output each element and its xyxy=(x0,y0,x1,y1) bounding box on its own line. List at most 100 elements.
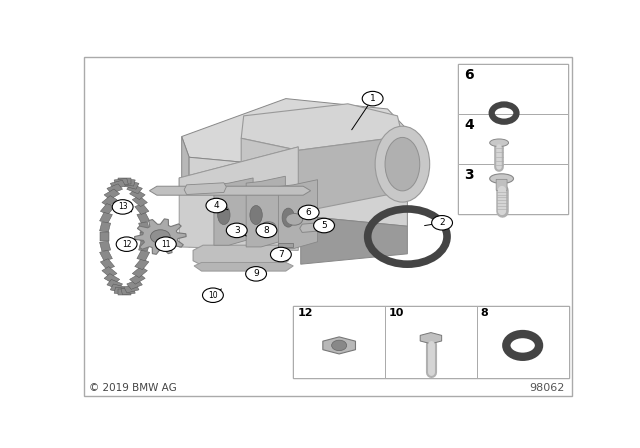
Polygon shape xyxy=(118,289,131,295)
Ellipse shape xyxy=(250,206,262,224)
Polygon shape xyxy=(179,147,298,192)
Text: 12: 12 xyxy=(297,308,313,319)
Circle shape xyxy=(156,237,176,251)
FancyBboxPatch shape xyxy=(496,179,507,190)
Text: 6: 6 xyxy=(306,208,312,217)
Polygon shape xyxy=(246,176,285,247)
Polygon shape xyxy=(134,219,186,254)
Circle shape xyxy=(150,230,170,243)
Text: 8: 8 xyxy=(481,308,488,319)
Polygon shape xyxy=(100,212,113,223)
Text: 10: 10 xyxy=(389,308,404,319)
Polygon shape xyxy=(100,259,115,270)
Polygon shape xyxy=(135,259,149,270)
Circle shape xyxy=(286,214,303,225)
Ellipse shape xyxy=(490,139,509,146)
Polygon shape xyxy=(179,147,298,250)
Bar xyxy=(293,306,568,378)
Bar xyxy=(458,64,568,114)
Polygon shape xyxy=(114,178,129,186)
Polygon shape xyxy=(301,216,408,264)
Polygon shape xyxy=(182,137,189,247)
Polygon shape xyxy=(121,178,135,186)
Circle shape xyxy=(314,218,335,233)
Polygon shape xyxy=(139,222,150,232)
Polygon shape xyxy=(182,99,408,168)
Ellipse shape xyxy=(490,174,513,184)
Ellipse shape xyxy=(218,206,230,224)
Bar xyxy=(458,164,568,214)
Circle shape xyxy=(116,237,137,251)
Polygon shape xyxy=(104,274,120,284)
Circle shape xyxy=(256,223,277,237)
Text: 12: 12 xyxy=(122,240,131,249)
Circle shape xyxy=(202,288,223,302)
Circle shape xyxy=(271,247,291,262)
Text: 8: 8 xyxy=(264,226,269,235)
Polygon shape xyxy=(127,280,142,289)
Text: 9: 9 xyxy=(253,269,259,278)
Polygon shape xyxy=(114,287,129,295)
Circle shape xyxy=(261,222,276,232)
Polygon shape xyxy=(150,186,310,195)
Bar xyxy=(458,114,568,164)
Text: 6: 6 xyxy=(465,68,474,82)
Circle shape xyxy=(431,215,452,230)
Polygon shape xyxy=(124,284,139,293)
Text: 5: 5 xyxy=(321,221,327,230)
Polygon shape xyxy=(129,274,145,284)
Polygon shape xyxy=(323,337,355,354)
Text: 98062: 98062 xyxy=(530,383,565,393)
Ellipse shape xyxy=(385,138,420,191)
Polygon shape xyxy=(102,196,117,207)
Ellipse shape xyxy=(282,208,294,227)
Polygon shape xyxy=(100,203,115,215)
Circle shape xyxy=(206,198,227,213)
Text: 3: 3 xyxy=(234,226,239,235)
Text: 10: 10 xyxy=(208,291,218,300)
Polygon shape xyxy=(107,280,122,289)
Polygon shape xyxy=(278,243,293,254)
Polygon shape xyxy=(110,284,125,293)
Text: 7: 7 xyxy=(278,250,284,259)
Circle shape xyxy=(332,340,347,351)
Polygon shape xyxy=(137,212,150,223)
Polygon shape xyxy=(241,138,298,212)
Bar xyxy=(293,306,385,378)
Text: 3: 3 xyxy=(465,168,474,182)
Circle shape xyxy=(362,91,383,106)
Polygon shape xyxy=(100,222,111,232)
Polygon shape xyxy=(420,332,442,344)
Polygon shape xyxy=(124,180,139,189)
Text: 13: 13 xyxy=(118,202,127,211)
Ellipse shape xyxy=(375,126,429,202)
Polygon shape xyxy=(107,184,122,194)
Circle shape xyxy=(112,200,133,214)
Polygon shape xyxy=(189,129,408,247)
Polygon shape xyxy=(118,178,131,185)
Polygon shape xyxy=(140,232,149,241)
Polygon shape xyxy=(135,203,149,215)
Polygon shape xyxy=(110,180,125,189)
Text: 11: 11 xyxy=(161,240,170,249)
Polygon shape xyxy=(184,183,227,194)
Polygon shape xyxy=(214,178,253,245)
Circle shape xyxy=(246,267,266,281)
Polygon shape xyxy=(300,221,335,233)
Polygon shape xyxy=(100,241,111,251)
Polygon shape xyxy=(100,250,113,261)
Text: 4: 4 xyxy=(465,118,474,132)
Polygon shape xyxy=(298,137,403,212)
Text: 4: 4 xyxy=(214,201,220,210)
Polygon shape xyxy=(278,180,317,249)
Polygon shape xyxy=(193,245,288,266)
Bar xyxy=(477,306,568,378)
Polygon shape xyxy=(241,104,403,151)
Polygon shape xyxy=(127,184,142,194)
Polygon shape xyxy=(132,196,147,207)
Polygon shape xyxy=(100,232,109,241)
Text: 2: 2 xyxy=(439,218,445,227)
Text: © 2019 BMW AG: © 2019 BMW AG xyxy=(89,383,177,393)
Bar xyxy=(458,64,568,214)
Bar xyxy=(385,306,477,378)
